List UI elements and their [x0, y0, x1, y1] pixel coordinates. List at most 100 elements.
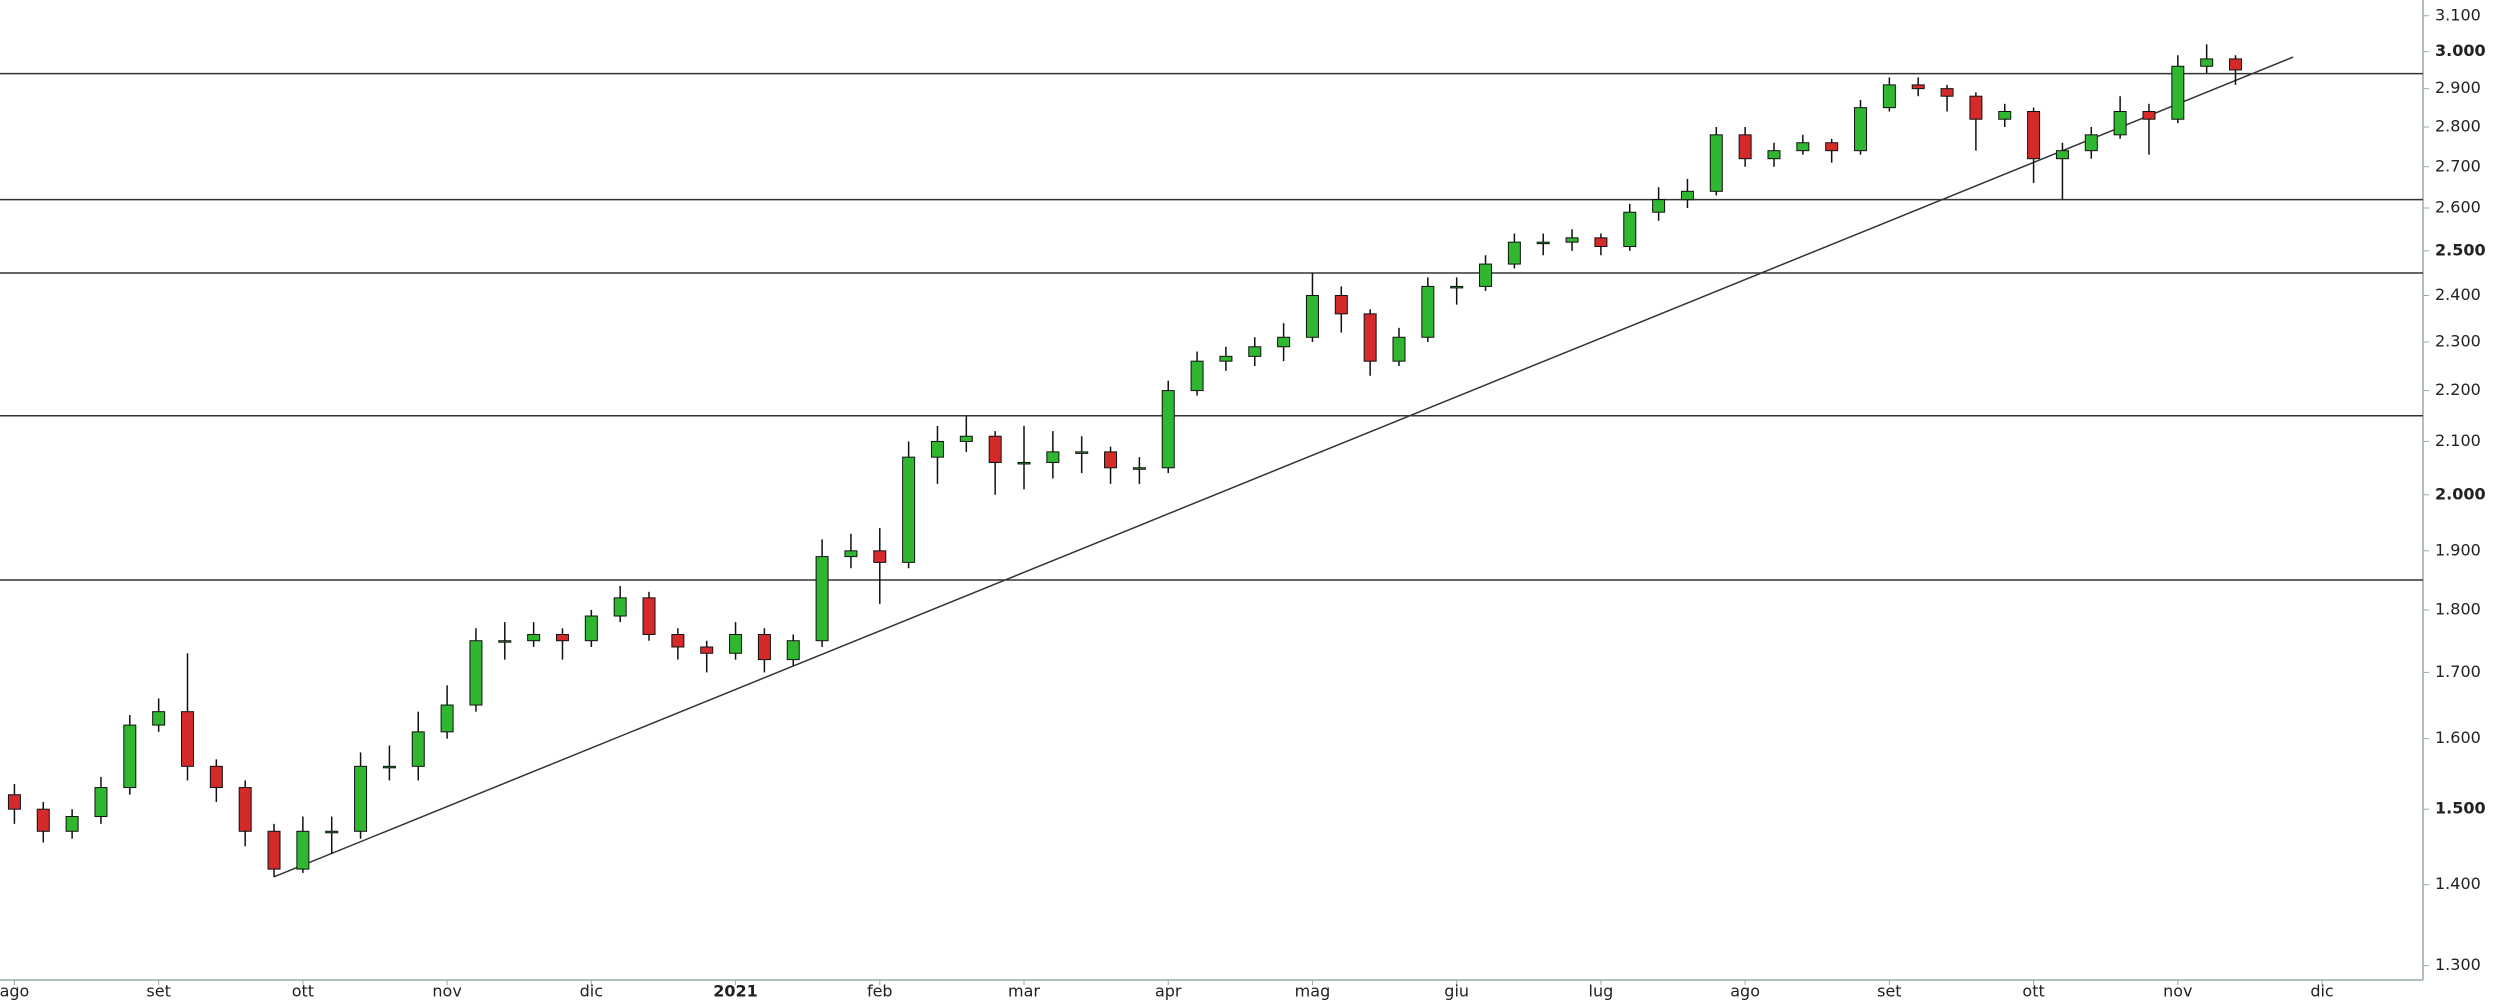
x-tick-label: mag — [1295, 982, 1331, 1000]
candle-body — [613, 597, 627, 617]
candle-body — [238, 787, 252, 832]
candle-body — [1652, 199, 1666, 213]
candle-body — [1363, 313, 1377, 362]
candle-body — [1017, 461, 1031, 465]
candle-body — [498, 640, 512, 643]
candle-body — [873, 550, 887, 563]
candle-body — [930, 440, 944, 458]
candle-body — [2171, 65, 2185, 120]
candle-body — [2055, 150, 2069, 160]
candle-body — [642, 597, 656, 635]
candle-body — [267, 830, 281, 870]
candle-body — [1161, 390, 1175, 469]
x-tick-label: apr — [1155, 982, 1182, 1000]
x-tick-label: nov — [2163, 982, 2192, 1000]
y-tick-label: 2.600 — [2435, 198, 2481, 217]
candle-body — [2200, 58, 2214, 67]
candle-body — [1680, 190, 1694, 201]
candle-body — [1334, 294, 1348, 315]
y-tick-label: 1.300 — [2435, 955, 2481, 974]
candle-body — [1219, 355, 1233, 362]
candle-body — [1940, 88, 1954, 97]
candle-body — [2084, 134, 2098, 152]
y-tick-label: 1.400 — [2435, 874, 2481, 893]
candle-body — [1969, 95, 1983, 120]
candle-body — [180, 711, 194, 767]
candle-body — [729, 633, 743, 654]
y-tick-label: 2.200 — [2435, 380, 2481, 399]
candle-body — [382, 765, 396, 769]
y-tick-label: 3.000 — [2435, 41, 2486, 60]
y-tick-label: 1.800 — [2435, 599, 2481, 618]
candle-body — [1507, 241, 1521, 265]
candle-body — [2229, 58, 2243, 71]
candle-body — [1709, 134, 1723, 192]
trend-line — [273, 56, 2294, 878]
y-tick-label: 3.100 — [2435, 5, 2481, 24]
candle-body — [671, 633, 685, 648]
candle-body — [1796, 142, 1810, 152]
y-tick-label: 1.600 — [2435, 728, 2481, 747]
y-tick-label: 2.400 — [2435, 285, 2481, 304]
candle-body — [411, 731, 425, 767]
candle-body — [1623, 211, 1637, 248]
candle-body — [1854, 107, 1868, 152]
x-tick-label: lug — [1589, 982, 1614, 1000]
candle-body — [844, 550, 858, 558]
candle-body — [1305, 294, 1319, 338]
candle-body — [152, 711, 166, 726]
candle-body — [2027, 110, 2041, 160]
x-tick-label: ago — [0, 982, 29, 1000]
candle-body — [94, 787, 108, 818]
y-tick-label: 2.300 — [2435, 332, 2481, 351]
y-tick-label: 1.700 — [2435, 662, 2481, 681]
candle-body — [1594, 237, 1608, 248]
candle-body — [1421, 285, 1435, 338]
candle-body — [1825, 142, 1839, 152]
x-tick-label: giu — [1444, 982, 1469, 1000]
candle-body — [902, 456, 916, 563]
candle-body — [209, 765, 223, 789]
candle-body — [1190, 360, 1204, 392]
candle-body — [1132, 467, 1146, 470]
candle-body — [757, 633, 771, 661]
x-tick-label: set — [1877, 982, 1901, 1000]
y-tick-label: 2.000 — [2435, 484, 2486, 503]
candle-body — [123, 724, 137, 789]
y-tick-label: 2.800 — [2435, 117, 2481, 136]
candle-body — [1450, 285, 1464, 289]
candle-body — [1104, 451, 1118, 469]
x-tick-label: set — [146, 982, 170, 1000]
candle-body — [1767, 150, 1781, 160]
candle-body — [527, 633, 541, 642]
x-tick-label: feb — [867, 982, 893, 1000]
candle-body — [1075, 451, 1089, 454]
candle-body — [1392, 336, 1406, 362]
candle-body — [469, 640, 483, 706]
candle-body — [1882, 84, 1896, 109]
candle-body — [700, 646, 714, 654]
candle-body — [1565, 237, 1579, 243]
x-tick-label: dic — [2310, 982, 2333, 1000]
x-tick-label: nov — [432, 982, 461, 1000]
y-tick-label: 1.900 — [2435, 540, 2481, 559]
x-tick-label: ott — [292, 982, 314, 1000]
candle-body — [555, 633, 569, 642]
candle-body — [959, 435, 973, 442]
candle-body — [440, 704, 454, 733]
candle-body — [325, 830, 339, 834]
candle-body — [988, 435, 1002, 463]
y-tick-label: 2.500 — [2435, 240, 2486, 259]
candle-body — [7, 794, 21, 810]
x-tick-label: 2021 — [713, 982, 758, 1000]
x-tick-label: mar — [1008, 982, 1040, 1000]
candle-body — [36, 808, 50, 832]
y-tick-label: 2.700 — [2435, 156, 2481, 175]
candle-body — [1046, 451, 1060, 463]
candle-body — [1911, 84, 1925, 90]
candle-body — [1248, 346, 1262, 357]
candle-body — [584, 615, 598, 642]
candle-body — [296, 830, 310, 870]
